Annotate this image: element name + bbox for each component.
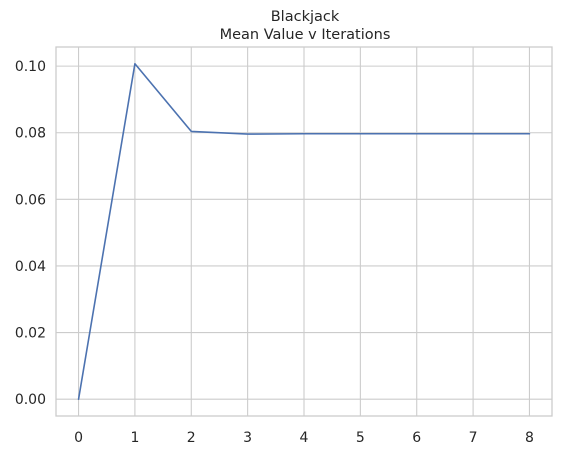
y-axis-ticks: 0.00 0.02 0.04 0.06 0.08 0.10 (15, 59, 46, 408)
x-axis-ticks: 0 1 2 3 4 5 6 7 8 (74, 430, 534, 446)
chart-subtitle: Mean Value v Iterations (220, 27, 391, 43)
y-tick-label: 0.08 (15, 126, 46, 142)
y-tick-label: 0.06 (15, 192, 46, 208)
x-tick-label: 7 (469, 430, 478, 446)
data-series (77, 62, 531, 401)
y-tick-label: 0.10 (15, 59, 46, 75)
axes-frame (55, 46, 553, 417)
x-tick-label: 0 (74, 430, 83, 446)
x-tick-label: 8 (525, 430, 534, 446)
x-tick-label: 3 (243, 430, 252, 446)
chart-title: Blackjack (271, 9, 340, 25)
y-tick-label: 0.04 (15, 259, 46, 275)
y-tick-label: 0.02 (15, 326, 46, 342)
x-tick-label: 1 (130, 430, 139, 446)
plot-area-border (55, 46, 553, 417)
x-tick-label: 5 (356, 430, 365, 446)
x-tick-label: 6 (412, 430, 421, 446)
x-tick-label: 4 (300, 430, 309, 446)
y-tick-label: 0.00 (15, 392, 46, 408)
series-line (77, 62, 531, 401)
grid-lines (56, 47, 552, 416)
x-tick-label: 2 (187, 430, 196, 446)
